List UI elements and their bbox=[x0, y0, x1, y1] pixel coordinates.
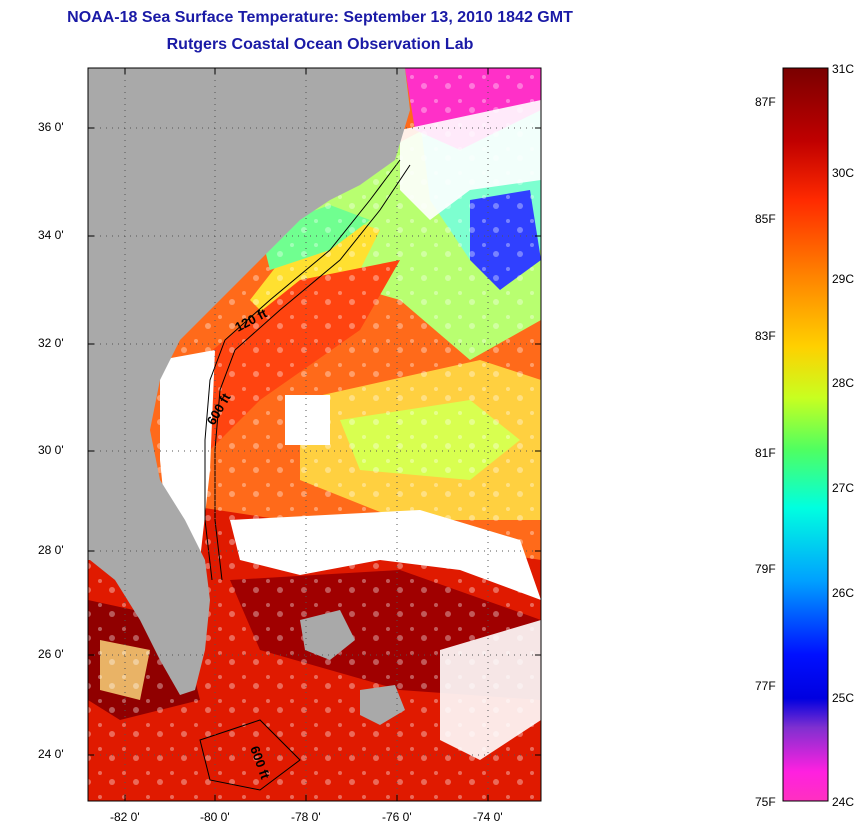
colorbar-fahrenheit-label: 85F bbox=[755, 212, 776, 226]
lon-label: -80 0' bbox=[200, 810, 230, 824]
isobath-600ft bbox=[214, 164, 411, 581]
lat-label: 28 0' bbox=[38, 543, 64, 557]
map-subtitle: Rutgers Coastal Ocean Observation Lab bbox=[166, 36, 474, 53]
colorbar-fahrenheit-label: 79F bbox=[755, 562, 776, 576]
colorbar-celsius-label: 24C bbox=[832, 795, 855, 809]
land-southeast-us bbox=[88, 68, 410, 695]
lon-label: -78 0' bbox=[291, 810, 321, 824]
lat-label: 26 0' bbox=[38, 647, 64, 661]
colorbar-fahrenheit-label: 81F bbox=[755, 446, 776, 460]
colorbar-celsius-label: 25C bbox=[832, 691, 855, 705]
lon-label: -82 0' bbox=[110, 810, 140, 824]
colorbar-fahrenheit-label: 75F bbox=[755, 795, 776, 809]
axis-ticks bbox=[88, 68, 541, 801]
colorbar-celsius-label: 28C bbox=[832, 376, 855, 390]
lat-label: 30 0' bbox=[38, 443, 64, 457]
colorbar-celsius-label: 30C bbox=[832, 166, 855, 180]
isobath-120ft bbox=[204, 159, 401, 581]
bahamas-island bbox=[300, 610, 355, 660]
colorbar-celsius-label: 26C bbox=[832, 586, 855, 600]
colorbar-celsius-label: 31C bbox=[832, 62, 855, 76]
lat-label: 24 0' bbox=[38, 747, 64, 761]
lon-label: -76 0' bbox=[382, 810, 412, 824]
colorbar-fahrenheit-label: 83F bbox=[755, 329, 776, 343]
lat-label: 32 0' bbox=[38, 336, 64, 350]
colorbar-fahrenheit-label: 77F bbox=[755, 679, 776, 693]
map-frame bbox=[87, 67, 542, 802]
colorbar-fahrenheit-label: 87F bbox=[755, 95, 776, 109]
lat-label: 34 0' bbox=[38, 228, 64, 242]
colorbar-celsius-label: 29C bbox=[832, 272, 855, 286]
colorbar-celsius-label: 27C bbox=[832, 481, 855, 495]
lon-label: -74 0' bbox=[473, 810, 503, 824]
map-grid bbox=[88, 68, 541, 801]
lat-label: 36 0' bbox=[38, 120, 64, 134]
colorbar bbox=[782, 67, 829, 802]
map-title: NOAA-18 Sea Surface Temperature: Septemb… bbox=[67, 9, 573, 26]
